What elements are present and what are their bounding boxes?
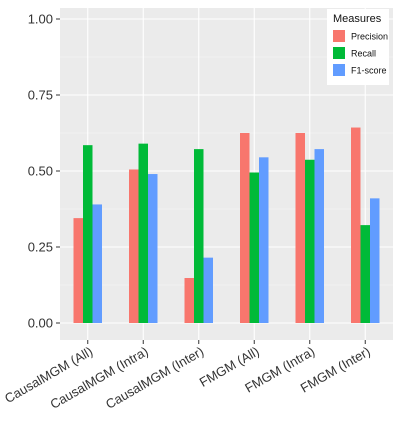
legend-key-precision bbox=[333, 30, 345, 42]
bars bbox=[73, 127, 380, 323]
legend-key-f1-score bbox=[333, 64, 345, 76]
bar-precision-0 bbox=[73, 218, 83, 323]
bar-f1-score-2 bbox=[203, 257, 213, 323]
bar-f1-score-5 bbox=[370, 198, 380, 323]
legend-key-recall bbox=[333, 47, 345, 59]
y-tick-label: 0.25 bbox=[28, 240, 53, 255]
bar-f1-score-0 bbox=[92, 204, 102, 323]
legend-label: Recall bbox=[351, 49, 376, 59]
legend-title: Measures bbox=[333, 13, 382, 25]
y-tick-label: 1.00 bbox=[28, 12, 53, 27]
legend-label: Precision bbox=[351, 32, 388, 42]
bar-precision-1 bbox=[129, 169, 139, 323]
bar-f1-score-4 bbox=[314, 149, 324, 323]
bar-recall-1 bbox=[138, 143, 148, 323]
x-axis: CausalMGM (All)CausalMGM (Intra)CausalMG… bbox=[2, 340, 373, 412]
bar-f1-score-1 bbox=[148, 174, 158, 323]
bar-precision-5 bbox=[351, 127, 361, 323]
bar-recall-3 bbox=[249, 172, 259, 323]
bar-precision-2 bbox=[184, 278, 194, 323]
y-tick-label: 0.00 bbox=[28, 316, 53, 331]
bar-recall-2 bbox=[194, 149, 204, 323]
bar-recall-0 bbox=[83, 145, 93, 323]
bar-recall-4 bbox=[305, 159, 315, 323]
bar-f1-score-3 bbox=[259, 157, 269, 323]
bar-precision-4 bbox=[295, 133, 305, 323]
y-tick-label: 0.75 bbox=[28, 88, 53, 103]
bar-recall-5 bbox=[360, 225, 370, 323]
bar-precision-3 bbox=[240, 133, 250, 323]
x-tick-label: CausalMGM (Intra) bbox=[48, 344, 151, 412]
legend-label: F1-score bbox=[351, 66, 387, 76]
x-tick-label: CausalMGM (Inter) bbox=[103, 344, 206, 412]
y-axis: 0.00 0.25 0.50 0.75 1.00 bbox=[28, 12, 60, 331]
legend: Measures Precision Recall F1-score bbox=[327, 9, 389, 85]
y-tick-label: 0.50 bbox=[28, 164, 53, 179]
